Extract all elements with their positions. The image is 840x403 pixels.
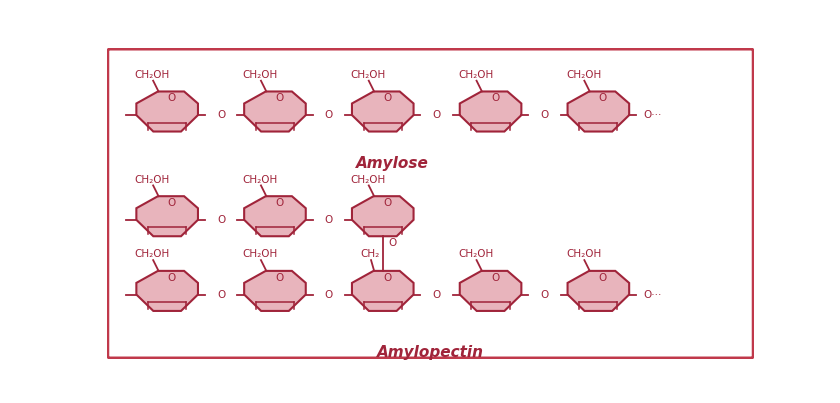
Text: O: O: [276, 273, 284, 283]
Text: O: O: [168, 198, 176, 208]
Polygon shape: [136, 91, 198, 131]
Polygon shape: [136, 271, 198, 311]
Text: CH₂OH: CH₂OH: [566, 70, 601, 80]
Text: CH₂: CH₂: [360, 249, 380, 260]
Text: CH₂OH: CH₂OH: [243, 249, 278, 260]
Text: O: O: [276, 198, 284, 208]
Polygon shape: [459, 271, 522, 311]
Text: O: O: [217, 110, 225, 120]
Text: O: O: [433, 110, 441, 120]
Polygon shape: [568, 91, 629, 131]
Text: O: O: [217, 289, 225, 299]
Polygon shape: [352, 196, 413, 236]
Polygon shape: [244, 196, 306, 236]
Polygon shape: [352, 271, 413, 311]
Text: O: O: [325, 110, 333, 120]
Text: O: O: [325, 289, 333, 299]
Polygon shape: [459, 91, 522, 131]
Polygon shape: [136, 196, 198, 236]
Text: CH₂OH: CH₂OH: [243, 70, 278, 80]
Text: O···: O···: [643, 289, 661, 299]
Text: O: O: [168, 273, 176, 283]
Polygon shape: [352, 91, 413, 131]
Text: O: O: [433, 289, 441, 299]
Polygon shape: [244, 91, 306, 131]
Text: CH₂OH: CH₂OH: [350, 70, 386, 80]
Text: O: O: [383, 273, 391, 283]
Text: O: O: [388, 238, 396, 248]
Text: O: O: [168, 93, 176, 104]
Text: O: O: [491, 93, 499, 104]
Text: O: O: [383, 93, 391, 104]
Text: O: O: [599, 273, 607, 283]
Text: CH₂OH: CH₂OH: [134, 70, 170, 80]
Polygon shape: [244, 271, 306, 311]
Text: CH₂OH: CH₂OH: [566, 249, 601, 260]
Text: O: O: [325, 215, 333, 225]
Text: CH₂OH: CH₂OH: [243, 174, 278, 185]
Text: CH₂OH: CH₂OH: [134, 174, 170, 185]
Text: Amylose: Amylose: [355, 156, 428, 171]
Text: O: O: [217, 215, 225, 225]
Text: O: O: [491, 273, 499, 283]
Text: O: O: [540, 289, 549, 299]
Text: O: O: [276, 93, 284, 104]
Text: CH₂OH: CH₂OH: [458, 70, 493, 80]
Text: CH₂OH: CH₂OH: [350, 174, 386, 185]
Text: CH₂OH: CH₂OH: [458, 249, 493, 260]
Text: O: O: [540, 110, 549, 120]
Text: Amylopectin: Amylopectin: [377, 345, 484, 360]
FancyBboxPatch shape: [108, 49, 753, 358]
Polygon shape: [568, 271, 629, 311]
Text: O: O: [599, 93, 607, 104]
Text: O···: O···: [643, 110, 661, 120]
Text: O: O: [383, 198, 391, 208]
Text: CH₂OH: CH₂OH: [134, 249, 170, 260]
